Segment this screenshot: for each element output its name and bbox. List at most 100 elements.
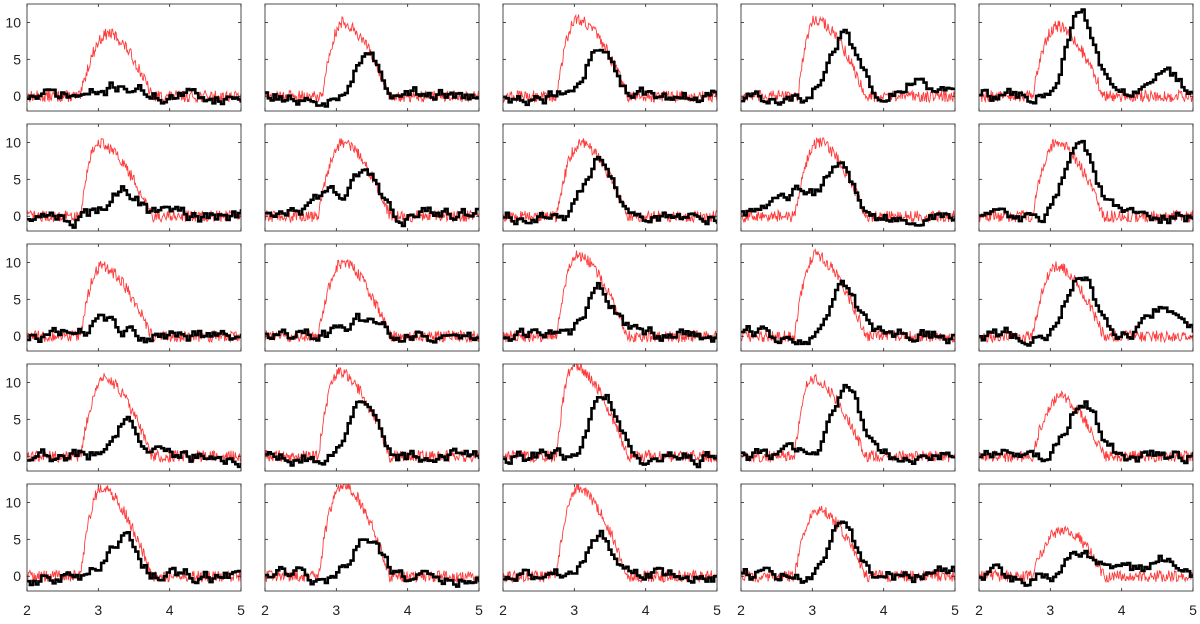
y-tick-label: 10 (5, 374, 21, 390)
y-tick-label: 5 (13, 51, 21, 67)
y-tick-label: 10 (5, 254, 21, 270)
panel-r4-c2 (264, 363, 480, 472)
panel-frame (978, 483, 1194, 592)
x-tick-label: 3 (808, 602, 816, 618)
red-series-line (979, 261, 1193, 344)
x-tick-label: 5 (713, 602, 721, 618)
black-series-line (265, 51, 479, 108)
black-series-line (741, 279, 955, 346)
black-series-line (27, 531, 241, 587)
panel-frame (264, 123, 480, 232)
black-series-line (503, 281, 717, 343)
panel-frame (740, 123, 956, 232)
x-tick-label: 4 (1118, 602, 1126, 618)
x-tick-label: 3 (1046, 602, 1054, 618)
red-series-line (741, 374, 955, 464)
red-series-line (27, 373, 241, 464)
red-series-line (503, 364, 717, 464)
red-series-line (979, 138, 1193, 224)
black-series-line (741, 28, 955, 106)
x-tick-label: 5 (1189, 602, 1197, 618)
panel-frame (978, 3, 1194, 112)
red-series-line (265, 16, 479, 104)
panel-r3-c4 (740, 243, 956, 352)
red-series-line (27, 138, 241, 224)
panel-frame (978, 243, 1194, 352)
y-tick-label: 10 (5, 14, 21, 30)
black-series-line (27, 313, 241, 344)
red-series-line (741, 137, 955, 224)
black-series-line (979, 276, 1193, 347)
panel-frame (740, 3, 956, 112)
x-tick-label: 4 (642, 602, 650, 618)
red-series-line (979, 525, 1193, 584)
panel-frame (264, 3, 480, 112)
black-series-line (503, 155, 717, 226)
red-series-line (503, 250, 717, 344)
panel-r1-c5 (978, 3, 1194, 112)
black-series-line (503, 529, 717, 584)
panel-r5-c4: 2 3 4 5 (737, 483, 959, 618)
panel-frame (740, 243, 956, 352)
red-series-line (265, 367, 479, 463)
x-tick-label: 3 (332, 602, 340, 618)
black-series-line (979, 139, 1193, 225)
panel-r3-c1: 0 5 10 (5, 243, 242, 352)
panel-frame (264, 363, 480, 472)
y-tick-label: 0 (13, 448, 21, 464)
black-series-line (265, 312, 479, 344)
black-series-line (27, 415, 241, 469)
black-series-line (265, 168, 479, 228)
black-series-line (979, 549, 1193, 587)
x-tick-label: 4 (404, 602, 412, 618)
y-tick-label: 10 (5, 134, 21, 150)
panel-frame (502, 123, 718, 232)
x-tick-label: 4 (166, 602, 174, 618)
x-tick-label: 2 (499, 602, 507, 618)
red-series-line (265, 484, 479, 584)
panel-frame (978, 363, 1194, 472)
panel-r3-c5 (978, 243, 1194, 352)
red-series-line (503, 484, 717, 584)
panel-frame (740, 363, 956, 472)
panel-r1-c3 (502, 3, 718, 112)
panel-r4-c1: 0 5 10 (5, 363, 242, 472)
panel-frame (264, 483, 480, 592)
panel-frame (26, 123, 242, 232)
panel-r1-c2 (264, 3, 480, 112)
panel-frame (26, 243, 242, 352)
red-series-line (503, 138, 717, 224)
panel-frame (502, 243, 718, 352)
black-series-line (265, 538, 479, 588)
x-tick-label: 2 (23, 602, 31, 618)
red-series-line (741, 15, 955, 104)
panel-r3-c2 (264, 243, 480, 352)
x-tick-label: 2 (737, 602, 745, 618)
panel-frame (26, 3, 242, 112)
red-series-line (27, 28, 241, 104)
panel-r3-c3 (502, 243, 718, 352)
black-series-line (265, 400, 479, 467)
x-tick-label: 2 (261, 602, 269, 618)
panel-r2-c4 (740, 123, 956, 232)
panel-frame (264, 243, 480, 352)
panel-r4-c4 (740, 363, 956, 472)
x-tick-label: 3 (570, 602, 578, 618)
red-series-line (741, 248, 955, 344)
red-series-line (979, 390, 1193, 464)
black-series-line (27, 81, 241, 106)
panel-frame (502, 363, 718, 472)
panel-frame (740, 483, 956, 592)
red-series-line (979, 20, 1193, 104)
black-series-line (741, 161, 955, 227)
y-tick-label: 0 (13, 568, 21, 584)
panel-r2-c3 (502, 123, 718, 232)
panel-r2-c5 (978, 123, 1194, 232)
x-tick-label: 5 (951, 602, 959, 618)
black-series-line (741, 520, 955, 584)
black-series-line (741, 383, 955, 465)
panel-r2-c1: 0 5 10 (5, 123, 242, 232)
y-tick-label: 0 (13, 88, 21, 104)
x-tick-label: 5 (475, 602, 483, 618)
red-series-line (265, 259, 479, 344)
